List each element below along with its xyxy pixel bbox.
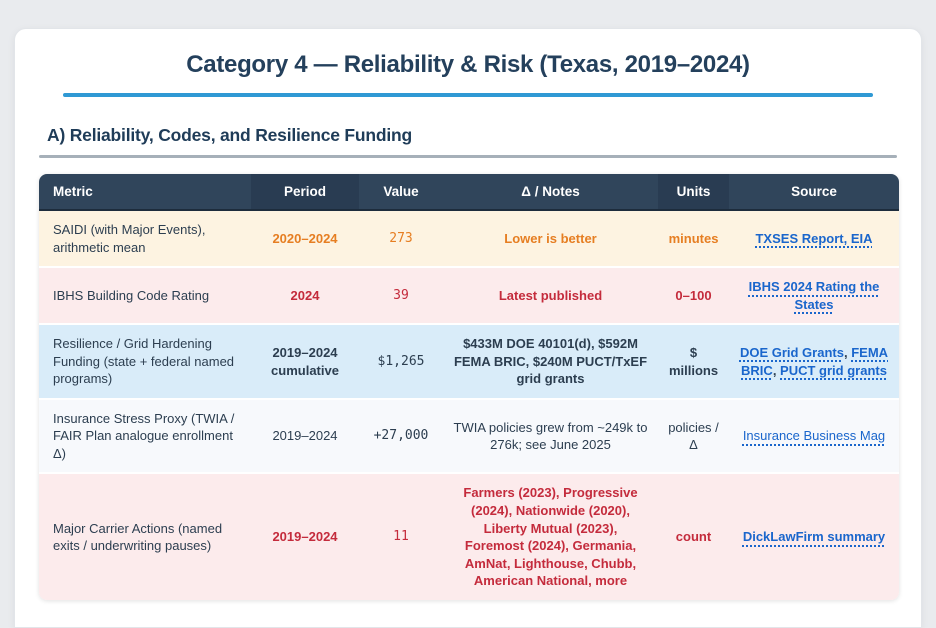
units-cell: $ millions — [658, 325, 729, 400]
column-header-notes: Δ / Notes — [443, 174, 658, 211]
period-cell: 2019–2024 — [272, 529, 338, 545]
value-cell: 11 — [393, 529, 409, 545]
period-cell: 2019–2024 cumulative — [251, 325, 359, 400]
notes-cell: Lower is better — [443, 211, 658, 269]
column-header-period: Period — [251, 174, 359, 211]
column-header-value: Value — [359, 174, 443, 211]
notes-cell: TWIA policies grew from ~249k to 276k; s… — [443, 400, 658, 475]
source-link[interactable]: TXSES Report, EIA — [755, 230, 873, 246]
table-row-ibhs: IBHS Building Code Rating 2024 39 Latest… — [39, 268, 899, 326]
metrics-table: Metric Period Value Δ / Notes Units Sour… — [39, 174, 899, 600]
column-header-metric: Metric — [39, 174, 251, 211]
units-cell: 0–100 — [658, 268, 729, 326]
units-cell: count — [675, 529, 712, 545]
source-link[interactable]: PUCT grid grants — [780, 362, 887, 378]
period-cell: 2019–2024 — [251, 400, 359, 475]
table-row-saidi: SAIDI (with Major Events), arithmetic me… — [39, 211, 899, 269]
content-card: Category 4 — Reliability & Risk (Texas, … — [14, 28, 922, 628]
source-link[interactable]: DickLawFirm summary — [742, 529, 886, 545]
metric-cell: Insurance Stress Proxy (TWIA / FAIR Plan… — [39, 400, 251, 475]
units-cell: minutes — [658, 211, 729, 269]
table-row-resilience-funding: Resilience / Grid Hardening Funding (sta… — [39, 325, 899, 400]
metric-cell: IBHS Building Code Rating — [39, 268, 251, 326]
title-divider — [63, 93, 873, 97]
table-header-row: Metric Period Value Δ / Notes Units Sour… — [39, 174, 899, 211]
table-row-carrier-actions: Major Carrier Actions (named exits / und… — [39, 474, 899, 600]
column-header-units: Units — [658, 174, 729, 211]
section-divider — [39, 155, 897, 158]
page-title: Category 4 — Reliability & Risk (Texas, … — [186, 51, 750, 78]
source-link[interactable]: FEMA BRIC — [741, 344, 889, 378]
link-separator: , — [772, 362, 781, 378]
units-cell: policies / Δ — [658, 400, 729, 475]
metric-cell: Major Carrier Actions (named exits / und… — [53, 520, 223, 554]
source-link[interactable]: DOE Grid Grants — [739, 344, 844, 360]
source-cell: DOE Grid Grants, FEMA BRIC, PUCT grid gr… — [729, 325, 899, 400]
source-link[interactable]: Insurance Business Mag — [742, 428, 886, 444]
notes-cell: $433M DOE 40101(d), $592M FEMA BRIC, $24… — [443, 325, 658, 400]
period-cell: 2024 — [251, 268, 359, 326]
source-link[interactable]: IBHS 2024 Rating the States — [748, 279, 880, 312]
value-cell: +27,000 — [359, 400, 443, 475]
notes-cell: Latest published — [443, 268, 658, 326]
metric-cell: SAIDI (with Major Events), arithmetic me… — [39, 211, 251, 269]
value-cell: 273 — [359, 211, 443, 269]
table-row-insurance-stress: Insurance Stress Proxy (TWIA / FAIR Plan… — [39, 399, 899, 475]
source-cell: DickLawFirm summary — [729, 474, 899, 599]
notes-cell: Farmers (2023), Progressive (2024), Nati… — [463, 485, 638, 589]
source-cell: IBHS 2024 Rating the States — [729, 268, 899, 326]
source-cell: TXSES Report, EIA — [729, 211, 899, 269]
period-cell: 2020–2024 — [251, 211, 359, 269]
source-cell: Insurance Business Mag — [729, 400, 899, 475]
metric-cell: Resilience / Grid Hardening Funding (sta… — [39, 325, 251, 400]
link-separator: , — [843, 344, 852, 360]
value-cell: $1,265 — [359, 325, 443, 400]
section-heading: A) Reliability, Codes, and Resilience Fu… — [47, 125, 413, 145]
column-header-source: Source — [729, 174, 899, 211]
value-cell: 39 — [359, 268, 443, 326]
